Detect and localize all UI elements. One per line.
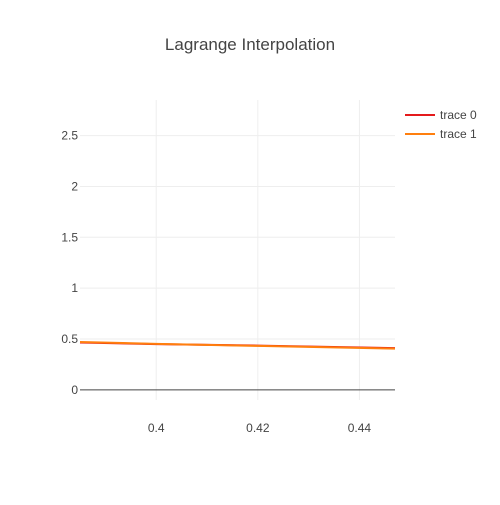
x-tick-label: 0.42	[246, 421, 270, 435]
x-tick-label: 0.44	[348, 421, 372, 435]
y-tick-label: 0	[71, 383, 78, 397]
y-tick-label: 1.5	[61, 230, 78, 244]
y-tick-label: 0.5	[61, 332, 78, 346]
legend-label-0: trace 0	[440, 108, 477, 122]
y-tick-label: 2.5	[61, 129, 78, 143]
y-tick-label: 2	[71, 179, 78, 193]
chart-title: Lagrange Interpolation	[165, 35, 335, 54]
y-tick-label: 1	[71, 281, 78, 295]
series-line-1	[79, 341, 396, 350]
grid	[80, 100, 395, 400]
x-tick-label: 0.4	[148, 421, 165, 435]
legend: trace 0 trace 1	[405, 108, 477, 141]
legend-label-1: trace 1	[440, 127, 477, 141]
series-lines	[79, 341, 396, 350]
tick-labels: 0.4 0.42 0.44 0 0.5 1 1.5 2 2.5	[61, 129, 371, 435]
